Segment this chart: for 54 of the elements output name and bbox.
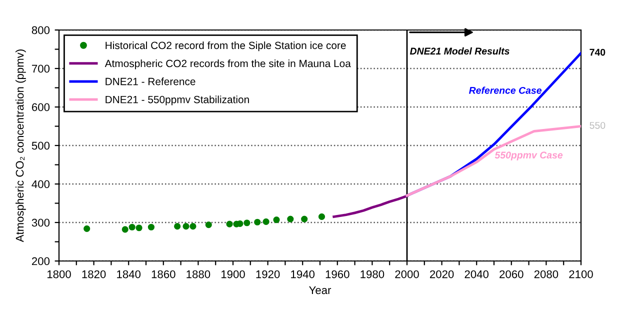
line-series — [406, 125, 581, 197]
point — [148, 224, 155, 230]
x-tick-label: 2100 — [569, 270, 593, 278]
x-tick-label: 2080 — [534, 270, 558, 278]
x-tick-label: 1980 — [360, 270, 384, 278]
point — [226, 220, 233, 228]
x-tick-label: 1860 — [152, 270, 176, 278]
legend-label: Atmospheric CO2 records from the site in Mauna Loa — [104, 60, 351, 70]
annotation: DNE21 Model Results — [410, 47, 510, 55]
point — [254, 218, 261, 226]
point — [174, 223, 181, 230]
annotation: 740 — [590, 48, 606, 56]
point — [84, 225, 90, 232]
point — [236, 220, 244, 227]
point — [182, 223, 190, 230]
point — [244, 220, 250, 226]
point — [128, 224, 136, 230]
y-tick-label: 700 — [32, 64, 50, 73]
x-axis-title: Year — [309, 286, 332, 294]
y-axis-title: Atmospheric CO₂ concentration (ppmv) — [16, 50, 26, 242]
legend-label: DNE21 - Reference — [106, 78, 196, 86]
x-tick-label: 1900 — [221, 270, 245, 278]
legend-label: Historical CO2 record from the Siple Station ice core — [106, 41, 346, 52]
x-tick-label: 2040 — [464, 270, 489, 278]
y-tick-label: 200 — [32, 257, 50, 266]
point — [262, 218, 270, 226]
point — [273, 216, 280, 224]
point — [287, 216, 294, 222]
x-tick-label: 1800 — [47, 270, 71, 278]
point — [318, 213, 326, 220]
x-tick-label: 1920 — [256, 270, 280, 278]
point — [122, 226, 128, 233]
point — [301, 216, 308, 222]
point — [136, 224, 142, 232]
x-tick-label: 2060 — [500, 270, 524, 278]
x-tick-label: 1940 — [291, 270, 315, 278]
y-tick-label: 500 — [32, 142, 50, 150]
point — [205, 222, 212, 228]
point — [190, 223, 196, 230]
y-tick-label: 400 — [32, 180, 50, 188]
x-tick-label: 1820 — [82, 270, 106, 278]
legend-label: DNE21 - 550ppmv Stabilization — [106, 96, 249, 106]
x-tick-label: 2020 — [430, 270, 454, 278]
x-tick-label: 1880 — [186, 270, 210, 278]
x-tick-label: 1960 — [326, 270, 350, 278]
annotation: 550 — [590, 122, 606, 129]
x-tick-label: 1840 — [117, 270, 141, 278]
y-tick-label: 800 — [32, 26, 50, 34]
y-tick-label: 300 — [32, 218, 50, 227]
annotation: 550ppmv Case — [494, 152, 563, 160]
y-tick-label: 600 — [32, 103, 50, 112]
line-series — [332, 194, 408, 218]
annotation: Reference Case — [469, 86, 542, 94]
x-tick-label: 2000 — [395, 270, 419, 278]
